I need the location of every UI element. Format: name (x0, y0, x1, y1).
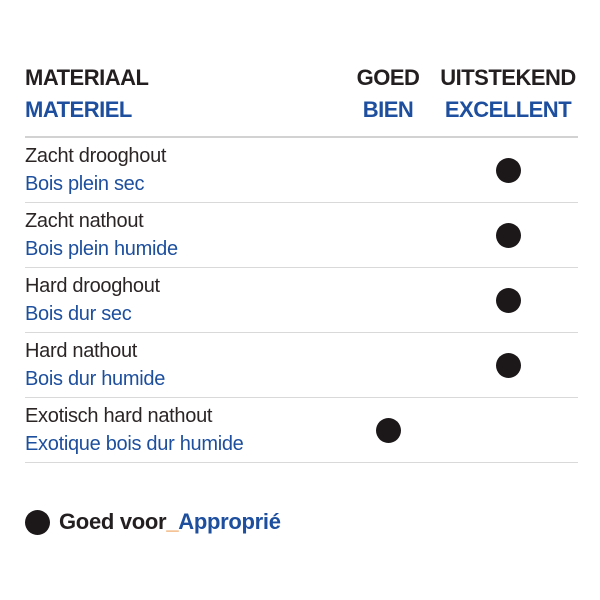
material-fr: Bois plein humide (25, 238, 178, 260)
legend: Goed voor_Approprié (25, 509, 578, 535)
header-material-nl: MATERIAAL (25, 65, 149, 90)
material-label: Zacht nathout Bois plein humide (25, 207, 338, 263)
header-material: MATERIAAL MATERIEL (25, 62, 338, 126)
header-excellent-nl: UITSTEKEND (440, 65, 576, 90)
good-cell (338, 142, 438, 198)
material-nl: Hard nathout (25, 340, 138, 362)
excellent-cell (438, 402, 578, 458)
good-dot-icon (375, 417, 401, 443)
excellent-cell (438, 207, 578, 263)
material-nl: Zacht nathout (25, 210, 144, 232)
table-row: Zacht nathout Bois plein humide (25, 203, 578, 268)
legend-label-nl: Goed voor (59, 509, 167, 534)
excellent-dot-icon (495, 287, 521, 313)
header-excellent-fr: EXCELLENT (444, 97, 572, 122)
material-label: Hard drooghout Bois dur sec (25, 272, 338, 328)
header-good-nl: GOED (356, 65, 420, 90)
header-material-fr: MATERIEL (25, 97, 132, 122)
material-nl: Hard drooghout (25, 275, 160, 297)
excellent-dot-icon (495, 157, 521, 183)
legend-text: Goed voor_Approprié (59, 509, 281, 535)
excellent-dot-icon (495, 352, 521, 378)
material-nl: Zacht drooghout (25, 145, 167, 167)
material-fr: Bois plein sec (25, 173, 145, 195)
excellent-cell (438, 272, 578, 328)
material-label: Hard nathout Bois dur humide (25, 337, 338, 393)
table-row: Hard nathout Bois dur humide (25, 333, 578, 398)
table-row: Hard drooghout Bois dur sec (25, 268, 578, 333)
table-row: Zacht drooghout Bois plein sec (25, 138, 578, 203)
header-excellent: UITSTEKEND EXCELLENT (438, 62, 578, 126)
table-row: Exotisch hard nathout Exotique bois dur … (25, 398, 578, 463)
material-label: Zacht drooghout Bois plein sec (25, 142, 338, 198)
good-cell (338, 337, 438, 393)
excellent-cell (438, 337, 578, 393)
good-cell (338, 272, 438, 328)
header-good: GOED BIEN (338, 62, 438, 126)
header-good-fr: BIEN (362, 97, 414, 122)
excellent-dot-icon (495, 222, 521, 248)
table-header-row: MATERIAAL MATERIEL GOED BIEN UITSTEKEND … (25, 62, 578, 138)
legend-underscore: _ (166, 509, 179, 534)
material-fr: Exotique bois dur humide (25, 433, 244, 455)
good-cell (338, 207, 438, 263)
material-nl: Exotisch hard nathout (25, 405, 213, 427)
filled-circle-icon (25, 509, 50, 535)
material-fr: Bois dur humide (25, 368, 166, 390)
material-fr: Bois dur sec (25, 303, 132, 325)
material-label: Exotisch hard nathout Exotique bois dur … (25, 402, 338, 458)
excellent-cell (438, 142, 578, 198)
legend-label-fr: Approprié (178, 509, 281, 534)
good-cell (338, 402, 438, 458)
